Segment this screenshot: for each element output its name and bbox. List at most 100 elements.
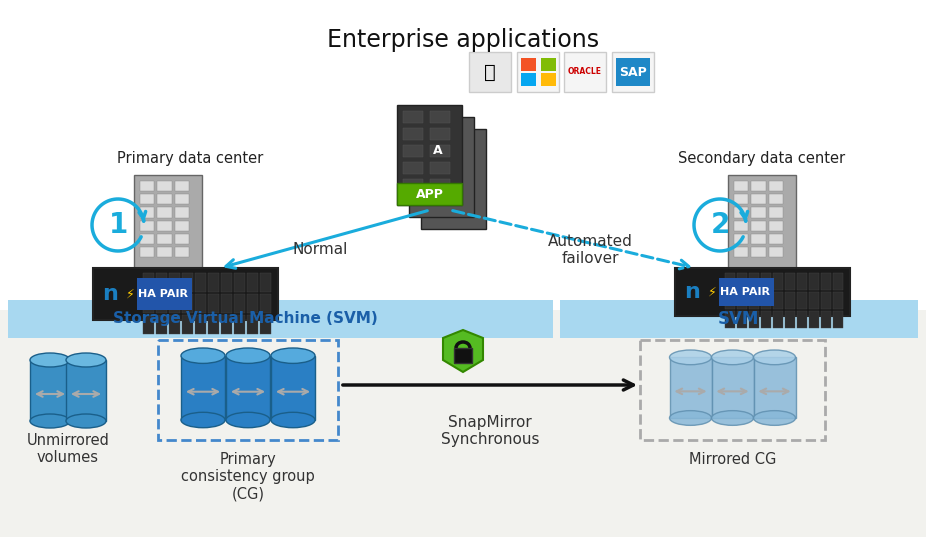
FancyBboxPatch shape (751, 247, 766, 257)
FancyBboxPatch shape (220, 273, 232, 292)
Ellipse shape (711, 411, 754, 425)
FancyBboxPatch shape (271, 355, 315, 420)
FancyBboxPatch shape (784, 311, 795, 328)
FancyBboxPatch shape (30, 360, 70, 421)
Text: HA PAIR: HA PAIR (139, 289, 189, 299)
FancyBboxPatch shape (754, 357, 795, 418)
FancyBboxPatch shape (157, 194, 171, 205)
Ellipse shape (669, 350, 711, 365)
Text: 1: 1 (108, 211, 128, 239)
FancyBboxPatch shape (564, 52, 606, 92)
FancyBboxPatch shape (134, 175, 202, 270)
Ellipse shape (181, 412, 225, 427)
FancyBboxPatch shape (442, 140, 462, 152)
FancyBboxPatch shape (140, 247, 155, 257)
FancyBboxPatch shape (442, 191, 462, 203)
FancyBboxPatch shape (136, 278, 192, 310)
FancyBboxPatch shape (194, 294, 206, 313)
FancyBboxPatch shape (728, 175, 796, 270)
FancyBboxPatch shape (541, 73, 556, 86)
FancyBboxPatch shape (169, 315, 180, 334)
Ellipse shape (271, 348, 315, 364)
FancyBboxPatch shape (769, 234, 783, 244)
FancyBboxPatch shape (427, 203, 447, 215)
FancyBboxPatch shape (430, 179, 450, 191)
FancyBboxPatch shape (427, 135, 447, 147)
FancyBboxPatch shape (427, 186, 447, 198)
FancyBboxPatch shape (769, 207, 783, 217)
FancyBboxPatch shape (403, 162, 423, 174)
FancyBboxPatch shape (181, 315, 193, 334)
FancyBboxPatch shape (560, 300, 918, 338)
Text: ⚡: ⚡ (126, 287, 135, 301)
FancyBboxPatch shape (246, 315, 257, 334)
FancyBboxPatch shape (8, 300, 553, 338)
FancyBboxPatch shape (409, 117, 474, 217)
FancyBboxPatch shape (808, 292, 819, 309)
FancyBboxPatch shape (769, 194, 783, 205)
FancyBboxPatch shape (751, 234, 766, 244)
FancyBboxPatch shape (724, 311, 734, 328)
Ellipse shape (226, 412, 270, 427)
FancyBboxPatch shape (0, 310, 926, 537)
Text: Unmirrored
volumes: Unmirrored volumes (27, 433, 109, 466)
FancyBboxPatch shape (541, 58, 556, 71)
FancyBboxPatch shape (734, 181, 748, 191)
Text: Secondary data center: Secondary data center (679, 151, 845, 166)
Text: 2: 2 (710, 211, 730, 239)
FancyBboxPatch shape (226, 355, 270, 420)
FancyBboxPatch shape (751, 207, 766, 217)
Ellipse shape (711, 350, 754, 365)
Ellipse shape (271, 412, 315, 427)
FancyBboxPatch shape (421, 129, 486, 229)
FancyBboxPatch shape (832, 273, 843, 290)
FancyBboxPatch shape (820, 273, 831, 290)
FancyBboxPatch shape (140, 181, 155, 191)
FancyBboxPatch shape (194, 273, 206, 292)
FancyBboxPatch shape (157, 181, 171, 191)
FancyBboxPatch shape (156, 273, 167, 292)
FancyBboxPatch shape (832, 292, 843, 309)
FancyBboxPatch shape (207, 315, 219, 334)
FancyBboxPatch shape (66, 360, 106, 421)
FancyBboxPatch shape (772, 292, 782, 309)
FancyBboxPatch shape (397, 105, 462, 205)
FancyBboxPatch shape (181, 355, 225, 420)
FancyBboxPatch shape (760, 273, 770, 290)
FancyBboxPatch shape (808, 273, 819, 290)
FancyBboxPatch shape (454, 203, 474, 215)
FancyBboxPatch shape (403, 128, 423, 140)
FancyBboxPatch shape (220, 315, 232, 334)
FancyBboxPatch shape (207, 294, 219, 313)
FancyBboxPatch shape (175, 221, 189, 231)
FancyBboxPatch shape (517, 52, 559, 92)
FancyBboxPatch shape (403, 111, 423, 123)
FancyBboxPatch shape (454, 135, 474, 147)
FancyBboxPatch shape (724, 292, 734, 309)
Text: n: n (103, 284, 119, 304)
FancyBboxPatch shape (403, 145, 423, 157)
FancyBboxPatch shape (93, 268, 278, 320)
FancyBboxPatch shape (748, 292, 758, 309)
FancyBboxPatch shape (233, 294, 244, 313)
FancyBboxPatch shape (808, 311, 819, 328)
FancyBboxPatch shape (454, 152, 474, 164)
FancyBboxPatch shape (207, 273, 219, 292)
FancyBboxPatch shape (748, 273, 758, 290)
FancyBboxPatch shape (734, 247, 748, 257)
FancyBboxPatch shape (734, 207, 748, 217)
Text: SAP: SAP (619, 66, 647, 78)
Text: HA PAIR: HA PAIR (720, 287, 770, 297)
FancyBboxPatch shape (736, 292, 746, 309)
Text: ORACLE: ORACLE (568, 68, 602, 76)
Text: Primary data center: Primary data center (117, 151, 263, 166)
Text: SVM: SVM (718, 310, 758, 328)
Polygon shape (443, 330, 483, 372)
Ellipse shape (226, 348, 270, 364)
FancyBboxPatch shape (403, 179, 423, 191)
FancyBboxPatch shape (616, 58, 650, 86)
Ellipse shape (66, 353, 106, 367)
FancyBboxPatch shape (430, 162, 450, 174)
FancyBboxPatch shape (415, 174, 435, 186)
FancyBboxPatch shape (430, 128, 450, 140)
